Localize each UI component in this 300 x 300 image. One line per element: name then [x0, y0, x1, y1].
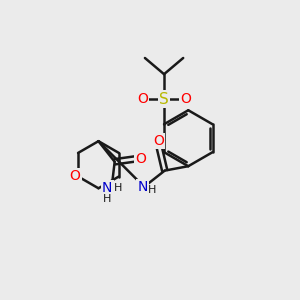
Text: H: H: [148, 185, 157, 195]
Text: H: H: [113, 183, 122, 193]
Text: O: O: [153, 134, 164, 148]
Text: O: O: [135, 152, 146, 166]
Text: H: H: [103, 194, 112, 204]
Text: S: S: [159, 92, 169, 107]
Text: N: N: [102, 181, 112, 195]
Text: N: N: [137, 180, 148, 194]
Text: O: O: [180, 92, 191, 106]
Text: O: O: [137, 92, 148, 106]
Text: O: O: [70, 169, 81, 184]
